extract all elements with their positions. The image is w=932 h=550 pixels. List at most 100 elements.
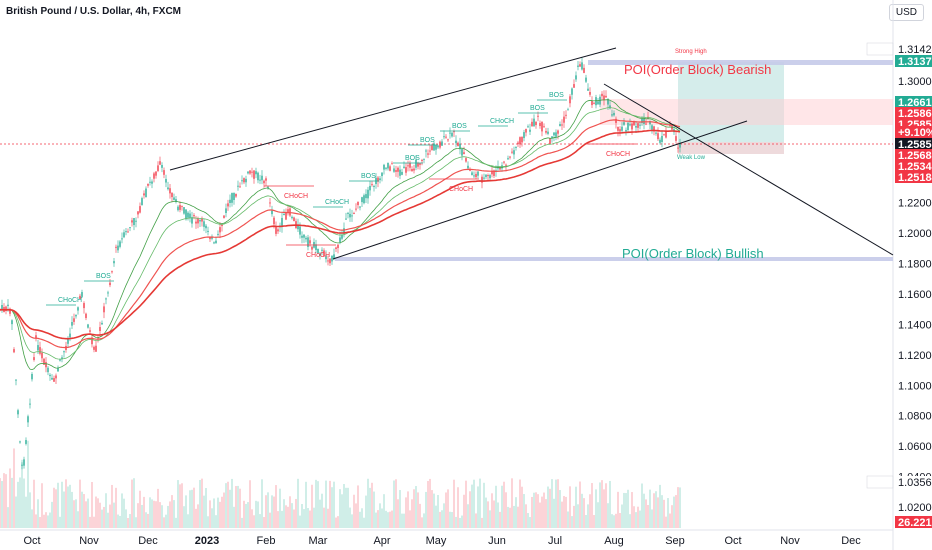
volume-bar [255,500,257,528]
volume-bar [555,479,557,528]
candle-body [13,349,15,353]
volume-bar [483,482,485,528]
candle-body [571,88,573,95]
candle-body [35,335,37,339]
volume-bar [215,515,217,528]
volume-bar [15,496,17,528]
currency-button[interactable]: USD [888,4,924,21]
candle-body [407,165,409,167]
volume-bar [447,489,449,528]
candle-body [41,352,43,359]
volume-bar [343,484,345,528]
volume-bar [605,483,607,528]
volume-bar [115,487,117,528]
volume-bar [89,516,91,528]
candle-body [223,215,225,218]
volume-bar [565,496,567,528]
candle-body [329,258,331,264]
candle-body [459,143,461,150]
candle-body [575,75,577,80]
volume-bar [593,515,595,528]
smc-green-label: BOS [361,173,376,180]
volume-bar [375,512,377,528]
candle-body [209,237,211,240]
candle-body [153,173,155,179]
candle-body [5,306,7,311]
candle-body [649,120,651,125]
volume-bar [463,494,465,528]
candle-body [481,176,483,183]
candle-body [563,116,565,123]
y-tick-label: 1.10000 [898,380,932,392]
descending-trendline[interactable] [603,83,894,256]
volume-bar [461,515,463,528]
y-tick-label: 1.08000 [898,411,932,423]
candle-body [369,185,371,191]
candle-body [545,130,547,133]
volume-bar [169,501,171,528]
lower-channel-line[interactable] [332,120,748,260]
price-tag: 1.26610 [895,96,932,109]
x-tick-label: Sep [665,535,685,547]
x-tick-label: Nov [780,535,800,547]
y-tick-label: 1.12000 [898,350,932,362]
price-tag-value: 1.26610 [898,97,932,109]
candle-body [333,254,335,259]
volume-bar [195,508,197,528]
candle-body [237,185,239,187]
candle-body [675,136,677,141]
candle-body [557,130,559,134]
bearish-ob-zone [588,60,893,65]
y-tick-label: 1.18000 [898,259,932,271]
volume-bar [329,480,331,528]
y-tick-label: 1.02000 [898,502,932,514]
candle-body [95,345,97,352]
candle-body [465,158,467,162]
volume-bar [135,517,137,528]
candle-body [241,180,243,182]
volume-bar [271,495,273,528]
volume-bar [103,506,105,528]
candle-body [641,118,643,123]
volume-bar [273,496,275,528]
candle-body [205,225,207,229]
candle-body [39,347,41,354]
volume-bar [659,484,661,528]
price-tag-label-box [866,475,894,489]
candle-body [637,123,639,128]
x-tick-label: May [426,535,447,547]
volume-bar [317,481,319,528]
candle-body [567,109,569,111]
candle-body [565,114,567,116]
candle-body [43,358,45,365]
volume-bar [37,499,39,528]
volume-bar [649,489,651,528]
volume-bar [163,517,165,528]
candle-body [371,184,373,186]
volume-bar [637,506,639,528]
volume-bar [581,493,583,528]
upper-channel-line[interactable] [169,47,617,171]
volume-bar [651,509,653,528]
volume-bar [277,511,279,528]
candle-body [179,205,181,210]
volume-bar [635,512,637,528]
candle-body [73,318,75,322]
candle-body [267,186,269,189]
volume-bar [595,489,597,528]
candle-body [541,121,543,132]
y-tick-label: 1.20000 [898,228,932,240]
volume-bar [527,513,529,528]
candle-body [311,246,313,250]
volume-bar [607,503,609,528]
candle-body [325,255,327,260]
volume-bar [49,512,51,528]
candle-body [217,233,219,235]
candle-body [657,133,659,140]
volume-bar [485,497,487,528]
candle-body [655,132,657,134]
candle-body [345,218,347,220]
candle-body [141,198,143,206]
candle-body [9,308,11,314]
